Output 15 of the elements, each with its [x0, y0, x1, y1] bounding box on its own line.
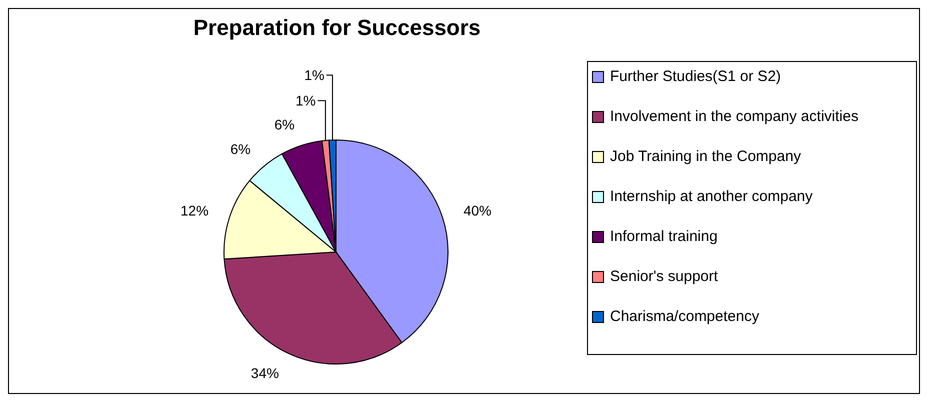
legend-label: Job Training in the Company [610, 148, 801, 165]
legend-label: Informal training [610, 228, 718, 245]
data-label: 12% [180, 202, 209, 219]
data-label: 40% [463, 202, 492, 219]
legend-label: Further Studies(S1 or S2) [610, 68, 781, 85]
legend-label: Charisma/competency [610, 308, 760, 325]
legend-label: Senior's support [610, 268, 718, 285]
chart-title: Preparation for Successors [192, 15, 482, 41]
data-label: 1% [304, 67, 324, 84]
legend-label: Internship at another company [610, 188, 813, 205]
data-label: 34% [250, 365, 279, 382]
data-label: 6% [230, 140, 251, 157]
data-label: 6% [274, 116, 295, 133]
legend-label: Involvement in the company activities [610, 108, 858, 125]
data-label: 1% [295, 92, 316, 109]
